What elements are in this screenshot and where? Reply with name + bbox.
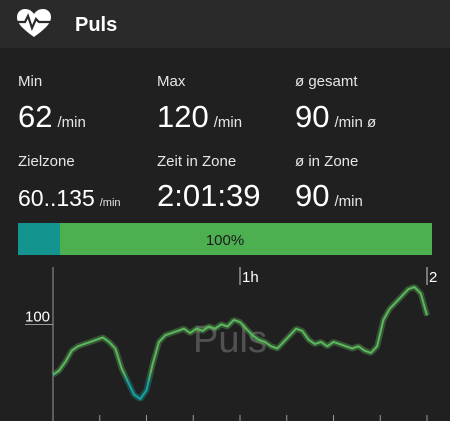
stat-unit: /min	[57, 114, 85, 131]
stat-label: ø in Zone	[295, 153, 358, 170]
y-tick-label: 100	[25, 309, 50, 326]
stat-value: 60..135	[18, 185, 95, 211]
stat-value: 90	[295, 178, 329, 213]
stat-label: ø gesamt	[295, 73, 358, 90]
stat-value: 2:01:39	[157, 178, 260, 213]
stat-label: Zeit in Zone	[157, 153, 236, 170]
stats: Min 62/min Max 120/min ø gesamt 90/min ø Zielz…	[18, 73, 376, 213]
zone-bar-below	[18, 223, 60, 255]
header-bar	[0, 0, 450, 48]
stat-unit: /min ø	[334, 114, 376, 131]
stat-value: 62	[18, 99, 52, 134]
stat-label: Max	[157, 73, 186, 90]
x-tick-label: 1h	[242, 269, 259, 286]
stat-value: 120	[157, 99, 209, 134]
stat-label: Zielzone	[18, 153, 75, 170]
stat-unit: /min	[214, 114, 242, 131]
stat-unit: /min	[334, 193, 362, 210]
heart-rate-line	[52, 286, 428, 400]
x-tick-label: 2	[429, 269, 437, 286]
zone-bar-label: 100%	[206, 232, 244, 249]
stat-value: 90	[295, 99, 329, 134]
heart-icon	[17, 9, 51, 37]
stat-label: Min	[18, 73, 42, 90]
header-title: Puls	[75, 14, 117, 36]
zone-bar	[18, 223, 432, 255]
stat-unit: /min	[100, 197, 121, 209]
